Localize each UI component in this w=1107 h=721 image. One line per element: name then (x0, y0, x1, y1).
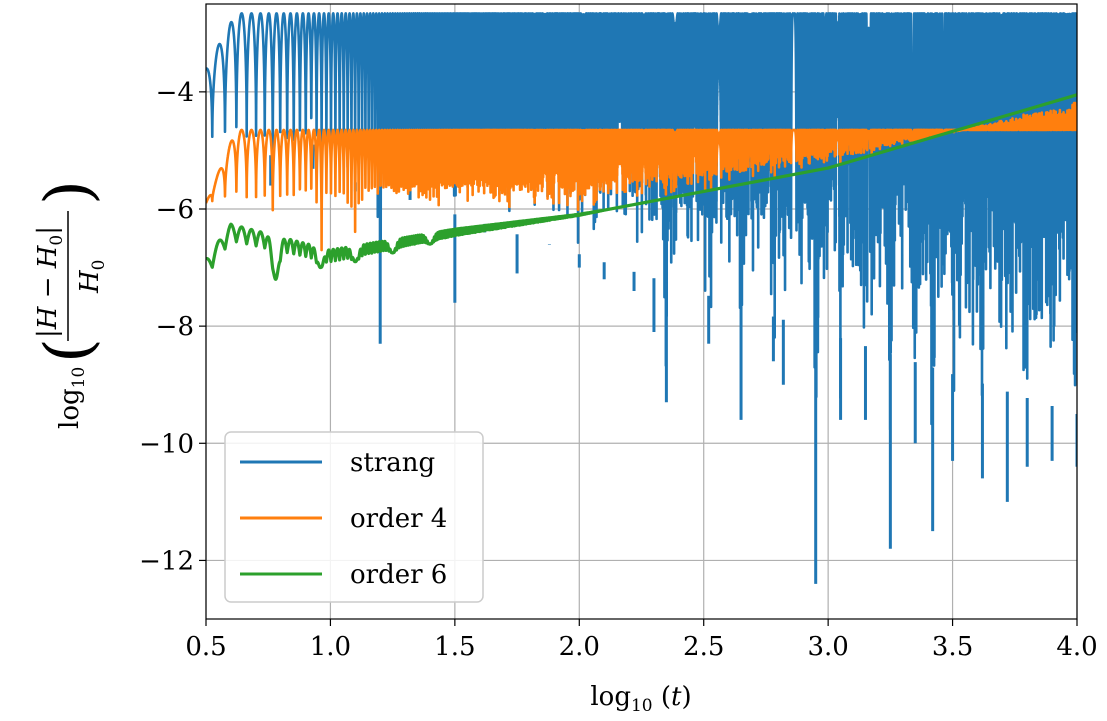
legend-box (224, 431, 484, 603)
legend-label-order-4: order 4 (350, 504, 447, 534)
series-line-order-6 (206, 93, 1077, 281)
legend-label-order-6: order 6 (350, 560, 447, 590)
svg-text:|H − H0|: |H − H0| (33, 226, 67, 338)
y-tick-label: −8 (156, 312, 194, 342)
svg-text:): ) (32, 180, 106, 205)
svg-text:log10: log10 (55, 367, 89, 429)
series-layer (206, 12, 1077, 584)
x-tick-label: 3.0 (807, 632, 848, 662)
y-tick-label: −12 (139, 546, 194, 576)
x-tick-label: 1.0 (310, 632, 351, 662)
legend-label-strang: strang (350, 448, 435, 478)
x-tick-label: 0.5 (185, 632, 226, 662)
svg-text:H0: H0 (75, 259, 109, 294)
x-tick-label: 3.5 (932, 632, 973, 662)
x-tick-label: 2.5 (683, 632, 724, 662)
y-axis-label: log10 ( |H − H0| H0 ) (32, 180, 109, 429)
series-line-order-4 (206, 101, 1077, 252)
x-tick-label: 2.0 (559, 632, 600, 662)
x-tick-label: 1.5 (434, 632, 475, 662)
legend: strang order 4 order 6 (224, 431, 484, 603)
x-axis-label: log10 (t) (590, 682, 691, 716)
plot-frame (205, 3, 1078, 620)
series-line-strang (206, 12, 1077, 431)
y-tick-label: −10 (139, 429, 194, 459)
y-tick-label: −6 (156, 195, 194, 225)
y-tick-label: −4 (156, 78, 194, 108)
ticks: 0.5 1.0 1.5 2.0 2.5 3.0 3.5 4.0 −4 −6 −8 −10 −12 (139, 78, 1098, 662)
svg-text:(: ( (32, 338, 106, 363)
x-tick-label: 4.0 (1056, 632, 1097, 662)
